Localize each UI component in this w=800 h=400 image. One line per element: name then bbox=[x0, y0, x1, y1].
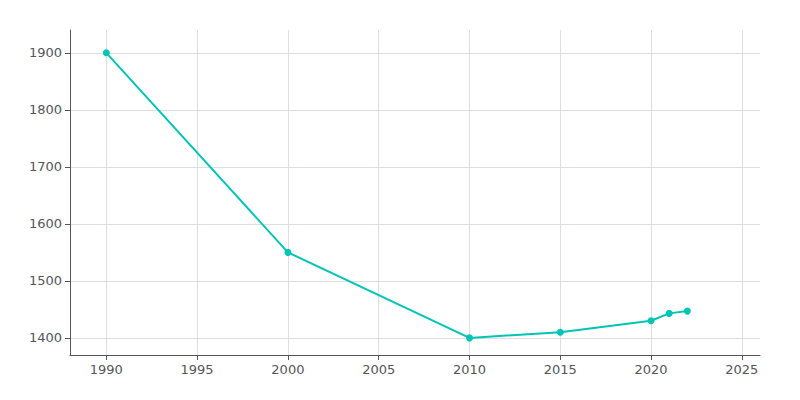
svg-text:2005: 2005 bbox=[362, 362, 395, 377]
svg-text:1700: 1700 bbox=[29, 159, 62, 174]
svg-text:2000: 2000 bbox=[271, 362, 304, 377]
svg-text:1900: 1900 bbox=[29, 45, 62, 60]
svg-text:1995: 1995 bbox=[181, 362, 214, 377]
svg-text:2015: 2015 bbox=[544, 362, 577, 377]
svg-text:1500: 1500 bbox=[29, 273, 62, 288]
svg-text:1400: 1400 bbox=[29, 330, 62, 345]
svg-text:2010: 2010 bbox=[453, 362, 486, 377]
svg-text:2020: 2020 bbox=[635, 362, 668, 377]
svg-text:1600: 1600 bbox=[29, 216, 62, 231]
svg-text:1990: 1990 bbox=[90, 362, 123, 377]
svg-text:2025: 2025 bbox=[725, 362, 758, 377]
svg-text:1800: 1800 bbox=[29, 102, 62, 117]
